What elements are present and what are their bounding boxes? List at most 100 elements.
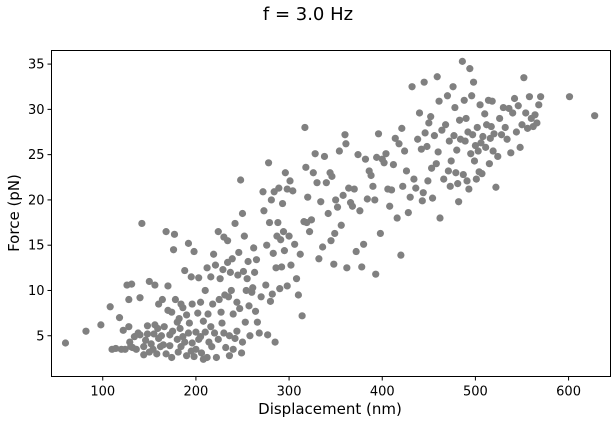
data-point bbox=[489, 147, 497, 155]
data-point bbox=[453, 146, 461, 154]
data-point bbox=[307, 216, 316, 224]
data-point bbox=[179, 333, 187, 341]
data-point bbox=[478, 170, 486, 178]
data-point bbox=[237, 349, 246, 357]
data-point bbox=[214, 228, 222, 236]
data-point bbox=[201, 328, 209, 336]
data-point bbox=[209, 300, 217, 308]
data-point bbox=[176, 324, 184, 333]
data-point bbox=[271, 338, 279, 346]
data-point bbox=[192, 345, 200, 353]
data-point bbox=[406, 193, 414, 201]
data-point bbox=[473, 123, 481, 132]
data-point bbox=[220, 329, 228, 337]
data-point bbox=[305, 228, 314, 236]
data-point bbox=[424, 177, 432, 185]
data-point bbox=[533, 119, 541, 127]
data-point bbox=[476, 101, 484, 109]
data-point bbox=[274, 218, 282, 227]
data-point bbox=[251, 268, 259, 276]
data-point bbox=[260, 207, 268, 215]
data-point bbox=[322, 179, 330, 187]
data-point bbox=[190, 247, 198, 256]
data-point bbox=[281, 169, 289, 177]
data-point bbox=[417, 145, 425, 153]
data-point bbox=[341, 131, 349, 139]
data-point bbox=[185, 319, 193, 327]
data-point bbox=[262, 281, 270, 289]
data-point bbox=[397, 251, 405, 259]
data-point bbox=[121, 345, 129, 353]
data-point bbox=[330, 260, 338, 268]
x-tick-label: 500 bbox=[463, 385, 488, 400]
data-point bbox=[391, 134, 399, 142]
data-point bbox=[244, 257, 252, 266]
data-point bbox=[241, 318, 249, 326]
data-point bbox=[136, 294, 144, 302]
data-point bbox=[423, 142, 431, 151]
data-point bbox=[181, 266, 189, 275]
data-point bbox=[239, 267, 248, 276]
data-point bbox=[514, 102, 522, 110]
data-point bbox=[324, 209, 332, 218]
data-point bbox=[132, 345, 140, 353]
data-point bbox=[184, 239, 193, 247]
data-point bbox=[145, 277, 153, 286]
data-point bbox=[237, 176, 245, 184]
data-point bbox=[190, 352, 198, 361]
data-point bbox=[507, 149, 515, 157]
data-point bbox=[372, 270, 380, 278]
data-point bbox=[398, 124, 406, 132]
data-point bbox=[434, 148, 442, 156]
data-point bbox=[454, 180, 462, 188]
data-point bbox=[350, 185, 358, 193]
data-point bbox=[154, 324, 162, 333]
data-point bbox=[535, 101, 543, 109]
data-point bbox=[225, 332, 234, 340]
data-point bbox=[333, 203, 342, 211]
data-point bbox=[286, 177, 294, 185]
data-point bbox=[168, 308, 176, 316]
data-point bbox=[591, 112, 599, 120]
data-point bbox=[525, 93, 534, 101]
data-point bbox=[233, 298, 241, 306]
data-point bbox=[125, 323, 133, 331]
data-point bbox=[462, 114, 470, 123]
data-point bbox=[382, 150, 390, 158]
plot-frame bbox=[51, 50, 611, 377]
data-point bbox=[438, 126, 446, 134]
data-point bbox=[320, 152, 329, 161]
data-point bbox=[119, 326, 127, 334]
data-point bbox=[175, 314, 183, 323]
data-point bbox=[443, 92, 452, 100]
data-point bbox=[275, 184, 283, 192]
data-point bbox=[269, 249, 277, 257]
data-point bbox=[171, 295, 180, 304]
data-point bbox=[452, 169, 460, 177]
data-point bbox=[245, 302, 253, 310]
data-point bbox=[360, 240, 368, 248]
data-point bbox=[157, 332, 166, 340]
data-point bbox=[160, 323, 168, 331]
data-point bbox=[265, 218, 274, 227]
data-point bbox=[125, 295, 133, 304]
y-tick-label: 25 bbox=[28, 148, 45, 163]
data-point bbox=[158, 295, 166, 304]
data-point bbox=[412, 184, 420, 192]
data-point bbox=[358, 263, 366, 271]
data-point bbox=[343, 264, 351, 272]
data-point bbox=[389, 161, 398, 169]
data-point bbox=[492, 183, 500, 191]
data-point bbox=[425, 119, 433, 127]
data-point bbox=[471, 141, 480, 150]
data-point bbox=[264, 331, 272, 339]
x-tick-label: 200 bbox=[183, 385, 208, 400]
data-point bbox=[482, 143, 490, 151]
data-point bbox=[298, 312, 306, 320]
x-tick-label: 400 bbox=[370, 385, 395, 400]
data-point bbox=[441, 121, 450, 129]
data-point bbox=[468, 92, 476, 100]
data-point bbox=[136, 331, 144, 339]
data-point bbox=[266, 297, 275, 305]
